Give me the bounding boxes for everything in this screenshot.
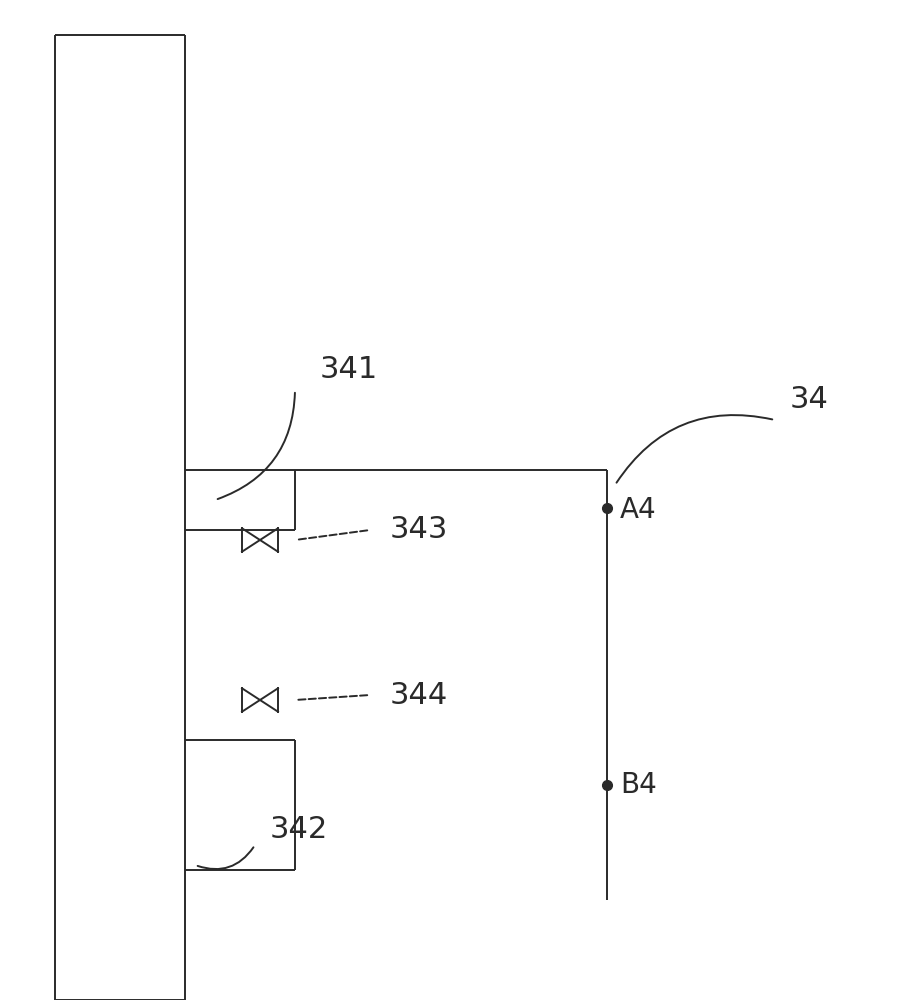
Text: B4: B4 (620, 771, 656, 799)
Text: A4: A4 (620, 496, 656, 524)
Text: 343: 343 (390, 516, 448, 544)
Text: 344: 344 (390, 680, 448, 710)
Text: 342: 342 (270, 816, 329, 844)
Text: 341: 341 (320, 356, 378, 384)
Text: 34: 34 (790, 385, 829, 414)
